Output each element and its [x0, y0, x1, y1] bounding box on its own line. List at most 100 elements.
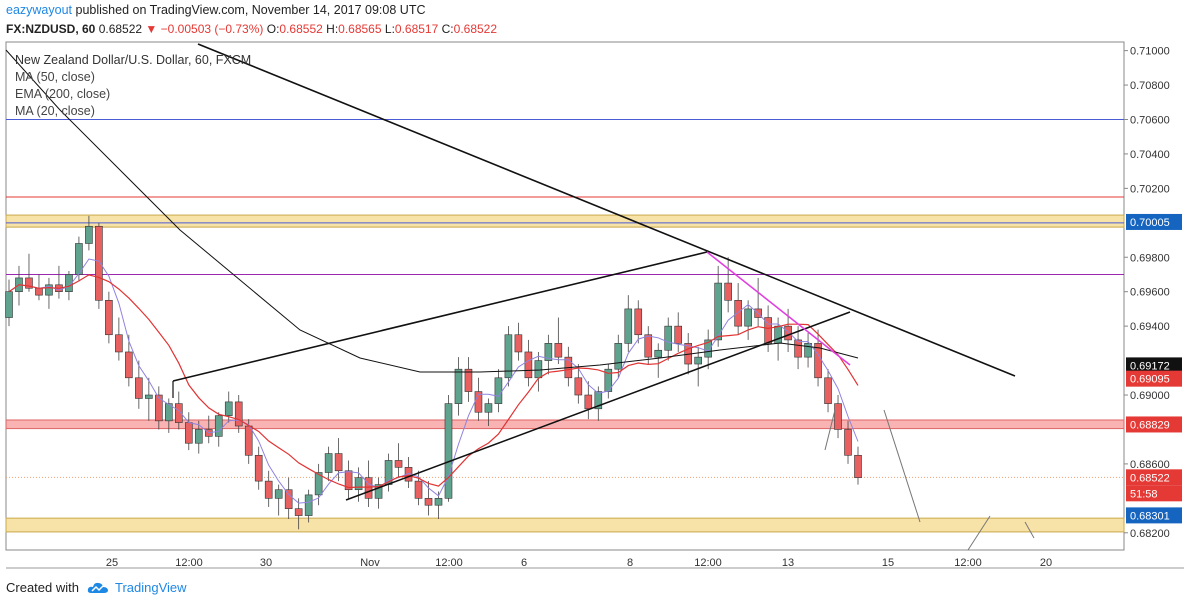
candle-body — [454, 368, 463, 404]
candle-body — [75, 243, 83, 275]
candle-body — [664, 325, 673, 351]
y-tick-label: 0.69000 — [1130, 390, 1170, 402]
candle-body — [314, 472, 323, 496]
candle-body — [644, 334, 653, 358]
candle-body — [25, 277, 33, 289]
candle-body — [624, 308, 633, 344]
price-label: 0.68522 — [1130, 472, 1170, 484]
candle-body — [804, 343, 812, 358]
x-tick-label: 12:00 — [954, 557, 982, 569]
tradingview-brand[interactable]: TradingView — [87, 580, 187, 595]
y-tick-label: 0.69600 — [1130, 287, 1170, 299]
candle-body — [704, 339, 712, 358]
zone-0 — [5, 214, 1125, 228]
candle-body — [394, 460, 403, 468]
candle-body — [524, 351, 533, 379]
ma20-line — [8, 258, 859, 504]
symbol-label: FX:NZDUSD, 60 — [6, 22, 96, 36]
candle-body — [95, 225, 103, 301]
price-label-bg — [1126, 507, 1182, 524]
open-value: 0.68552 — [279, 22, 323, 36]
candle-body — [484, 403, 493, 413]
candle-body — [514, 334, 523, 353]
legend-ma20[interactable]: MA (20, close) — [15, 104, 95, 118]
zone-1 — [5, 419, 1125, 430]
created-with-text: Created with — [6, 580, 79, 595]
symbol-ohlc-line: FX:NZDUSD, 60 0.68522 ▼ −0.00503 (−0.73%… — [6, 22, 498, 36]
candle-body — [155, 394, 163, 422]
candle-body — [105, 300, 113, 336]
high-value: 0.68565 — [338, 22, 382, 36]
price-label: 0.70005 — [1130, 217, 1170, 229]
candle-body — [554, 343, 563, 358]
candle-body — [274, 489, 283, 499]
candle-body — [175, 403, 183, 423]
candle-body — [184, 422, 193, 444]
channel-lower-line — [345, 311, 851, 501]
candle-body — [494, 377, 503, 404]
candle-body — [334, 453, 343, 472]
y-tick-label: 0.70400 — [1130, 149, 1170, 161]
candle-body — [734, 300, 742, 327]
legend-ma50[interactable]: MA (50, close) — [15, 70, 95, 84]
ema200-line — [8, 274, 859, 489]
x-tick-label: 8 — [627, 557, 633, 569]
zone-2 — [5, 517, 1125, 533]
price-label: 0.69172 — [1130, 360, 1170, 372]
candle-body — [444, 403, 453, 499]
projection-2 — [883, 409, 921, 523]
candle-body — [5, 291, 13, 318]
candle-body — [414, 480, 423, 499]
candle-body — [844, 429, 852, 456]
x-tick-label: Nov — [360, 557, 380, 569]
price-label-bg — [1126, 213, 1182, 230]
price-label: 0.68829 — [1130, 419, 1170, 431]
candle-body — [694, 356, 702, 365]
candle-body — [115, 334, 123, 353]
y-tick-label: 0.69800 — [1130, 252, 1170, 264]
candle-body — [654, 349, 663, 358]
candle-body — [854, 454, 862, 478]
candle-body — [744, 308, 752, 327]
candle-body — [224, 401, 233, 416]
close-value: 0.68522 — [453, 22, 498, 36]
candle-body — [714, 282, 722, 341]
legend-ema200[interactable]: EMA (200, close) — [15, 87, 111, 101]
price-label: 0.69095 — [1130, 374, 1170, 386]
x-tick-label: 25 — [106, 557, 118, 569]
candle-body — [724, 282, 732, 301]
price-change: −0.00503 (−0.73%) — [160, 22, 264, 36]
x-tick-label: 12:00 — [694, 557, 722, 569]
x-tick-label: 15 — [882, 557, 894, 569]
channel-upper-line — [172, 251, 708, 382]
candle-body — [774, 325, 782, 344]
author-link[interactable]: eazywayout — [6, 3, 73, 17]
published-text: published on TradingView.com, November 1… — [75, 3, 426, 17]
candle-body — [165, 403, 173, 422]
price-label-bg — [1126, 469, 1182, 486]
plot-area — [5, 41, 1125, 551]
x-tick-label: 12:00 — [435, 557, 463, 569]
candle-body — [324, 453, 333, 473]
candle-body — [244, 425, 253, 456]
projection-4 — [1024, 521, 1035, 539]
candle-body — [374, 484, 383, 499]
price-label-bg — [1126, 485, 1182, 502]
candle-body — [614, 343, 623, 370]
candle-body — [634, 308, 643, 336]
candle-body — [344, 470, 353, 491]
x-tick-label: 30 — [260, 557, 272, 569]
candle-body — [264, 480, 273, 499]
x-tick-label: 13 — [782, 557, 794, 569]
price-label-bg — [1126, 357, 1182, 374]
candle-body — [354, 477, 363, 491]
x-tick-label: 12:00 — [175, 557, 203, 569]
price-label-bg — [1126, 370, 1182, 387]
candle-body — [794, 339, 802, 358]
candle-body — [544, 343, 553, 361]
candle-body — [304, 494, 313, 516]
brand-text: TradingView — [114, 580, 187, 595]
candle-body — [834, 403, 842, 430]
candle-body — [594, 391, 603, 410]
